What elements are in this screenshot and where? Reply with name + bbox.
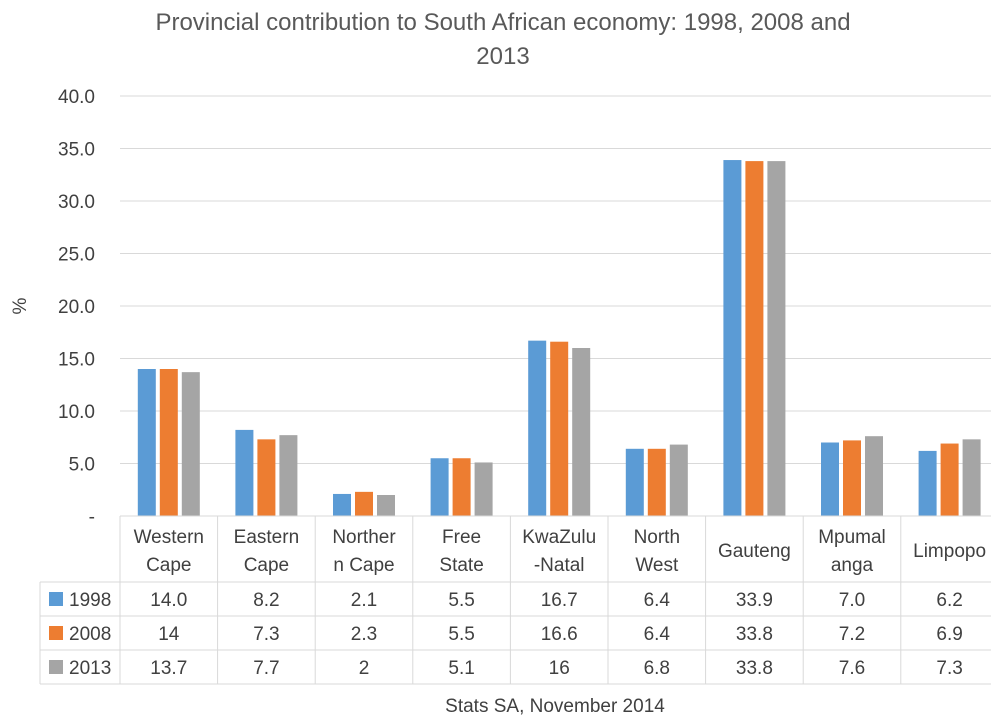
table-cell: 5.5	[448, 590, 474, 611]
table-cell: 14.0	[150, 590, 187, 611]
category-label: Gauteng	[718, 541, 791, 562]
category-label: West	[635, 555, 679, 576]
bar	[843, 440, 861, 516]
legend-label: 1998	[69, 590, 111, 611]
table-cell: 6.4	[644, 590, 671, 611]
table-cell: 16.7	[541, 590, 578, 611]
y-tick-label: 5.0	[69, 455, 95, 476]
bar	[745, 161, 764, 516]
table-cell: 7.6	[839, 658, 865, 679]
y-tick-label: 15.0	[58, 350, 95, 371]
chart-title: Provincial contribution to South African…	[155, 9, 850, 36]
table-cell: 6.9	[936, 624, 962, 645]
chart-title: 2013	[476, 43, 529, 70]
table-cell: 7.0	[839, 590, 865, 611]
table-cell: 16.6	[541, 624, 578, 645]
table-cell: 7.7	[253, 658, 279, 679]
table-cell: 14	[158, 624, 180, 645]
table-cell: 13.7	[150, 658, 187, 679]
legend-label: 2013	[69, 658, 111, 679]
bar	[279, 435, 298, 516]
bar	[257, 439, 276, 516]
category-label: KwaZulu	[522, 527, 596, 548]
category-label: Eastern	[234, 527, 299, 548]
category-label: State	[439, 555, 483, 576]
bar	[159, 369, 178, 516]
bar	[962, 439, 981, 516]
category-label: Cape	[244, 555, 289, 576]
bar	[918, 450, 937, 516]
bar	[181, 372, 200, 516]
y-tick-label: 40.0	[58, 87, 95, 108]
bar	[452, 458, 471, 516]
table-cell: 7.3	[936, 658, 962, 679]
bar	[940, 443, 959, 516]
bar	[333, 493, 351, 516]
y-tick-label: 30.0	[58, 192, 95, 213]
table-cell: 16	[549, 658, 570, 679]
bar	[821, 442, 839, 516]
bar	[625, 448, 644, 516]
bar	[550, 341, 569, 516]
bar	[430, 458, 449, 516]
bar	[355, 491, 373, 516]
table-cell: 33.8	[736, 658, 773, 679]
table-cell: 6.4	[644, 624, 671, 645]
y-axis-label: %	[10, 297, 31, 314]
category-label: anga	[831, 555, 874, 576]
bar	[865, 436, 883, 516]
table-cell: 5.1	[448, 658, 474, 679]
category-label: Norther	[332, 527, 396, 548]
bar	[669, 444, 688, 516]
category-label: Cape	[146, 555, 191, 576]
bar	[528, 340, 547, 516]
bar	[474, 462, 493, 516]
category-label: -Natal	[534, 555, 585, 576]
y-tick-label: 25.0	[58, 245, 95, 266]
y-tick-label: 35.0	[58, 140, 95, 161]
table-cell: 5.5	[448, 624, 474, 645]
table-cell: 33.9	[736, 590, 773, 611]
bar	[137, 369, 156, 516]
bar	[377, 495, 395, 516]
table-cell: 2.1	[351, 590, 377, 611]
legend-label: 2008	[69, 624, 111, 645]
table-cell: 8.2	[253, 590, 279, 611]
bar	[723, 160, 742, 517]
table-cell: 7.3	[253, 624, 279, 645]
category-label: Western	[134, 527, 204, 548]
legend-swatch	[49, 626, 63, 640]
category-label: Limpopo	[913, 541, 986, 562]
table-cell: 2.3	[351, 624, 377, 645]
table-cell: 7.2	[839, 624, 865, 645]
y-tick-label: 10.0	[58, 402, 95, 423]
category-label: North	[634, 527, 680, 548]
category-label: Mpumal	[818, 527, 886, 548]
table-cell: 6.8	[644, 658, 670, 679]
bar	[767, 161, 786, 516]
y-tick-label: 20.0	[58, 297, 95, 318]
bar	[235, 429, 254, 516]
table-cell: 33.8	[736, 624, 773, 645]
table-cell: 2	[359, 658, 370, 679]
source-note: Stats SA, November 2014	[445, 696, 665, 717]
legend-swatch	[49, 660, 63, 674]
legend-swatch	[49, 592, 63, 606]
bar	[572, 348, 591, 516]
category-label: Free	[442, 527, 481, 548]
table-cell: 6.2	[936, 590, 962, 611]
category-label: n Cape	[333, 555, 394, 576]
bar	[647, 448, 666, 516]
y-tick-label: -	[89, 507, 95, 528]
